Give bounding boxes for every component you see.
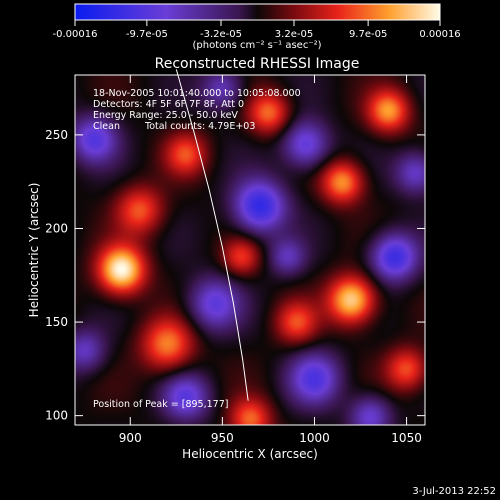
- colorbar-tick-label: -9.7e-05: [126, 29, 168, 40]
- plot-area: 900 950 1000 1050 100 150 200 250: [45, 69, 426, 445]
- footer-timestamp: 3-Jul-2013 22:52: [412, 486, 496, 497]
- colorbar-ticks: [74, 20, 441, 26]
- x-tick-label: 900: [119, 431, 142, 445]
- x-axis-ticks: 900 950 1000 1050: [119, 75, 422, 445]
- colorbar-tick-label: 0.00016: [419, 29, 460, 40]
- colorbar-tick-label: -3.2e-05: [200, 29, 242, 40]
- x-tick-label: 1000: [299, 431, 330, 445]
- annotation-counts: Total counts: 4.79E+03: [144, 121, 255, 132]
- x-axis-label: Heliocentric X (arcsec): [182, 447, 318, 461]
- y-axis-ticks: 100 150 200 250: [45, 128, 425, 423]
- annotation-detectors: Detectors: 4F 5F 6F 7F 8F, Att 0: [93, 99, 244, 110]
- colorbar-tick-labels: -0.00016 -9.7e-05 -3.2e-05 3.2e-05 9.7e-05 0.…: [53, 29, 461, 40]
- y-tick-label: 100: [45, 409, 68, 423]
- x-tick-label: 950: [211, 431, 234, 445]
- image-annotations: 18-Nov-2005 10:01:40.000 to 10:05:08.000…: [93, 88, 301, 410]
- colorbar-gradient: [74, 3, 441, 21]
- x-tick-label: 1050: [391, 431, 422, 445]
- annotation-method: Clean: [93, 121, 120, 132]
- chart-title: Reconstructed RHESSI Image: [155, 56, 360, 72]
- solar-limb-line: [175, 69, 249, 401]
- annotation-peak: Position of Peak = [895,177]: [93, 399, 228, 410]
- heatmap-image: [75, 75, 425, 425]
- annotation-energy: Energy Range: 25.0 - 50.0 keV: [93, 110, 238, 121]
- colorbar: -0.00016 -9.7e-05 -3.2e-05 3.2e-05 9.7e-05 0.…: [53, 3, 461, 51]
- y-tick-label: 200: [45, 221, 68, 235]
- colorbar-tick-label: -0.00016: [53, 29, 98, 40]
- colorbar-tick-label: 9.7e-05: [349, 29, 387, 40]
- y-axis-label: Heliocentric Y (arcsec): [27, 183, 41, 318]
- plot-frame: [74, 74, 426, 426]
- colorbar-unit: (photons cm⁻² s⁻¹ asec⁻²): [192, 40, 321, 51]
- y-tick-label: 250: [45, 128, 68, 142]
- colorbar-tick-label: 3.2e-05: [275, 29, 313, 40]
- annotation-time-range: 18-Nov-2005 10:01:40.000 to 10:05:08.000: [93, 88, 301, 99]
- y-tick-label: 150: [45, 315, 68, 329]
